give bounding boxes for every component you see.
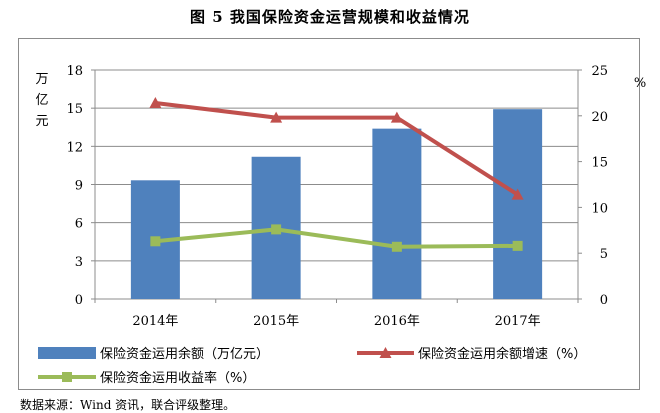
source-note: 数据来源：Wind 资讯，联合评级整理。 [20,398,236,412]
right-tick-label: 5 [600,247,608,262]
left-tick-label: 9 [75,179,83,194]
left-tick-label: 3 [75,255,83,270]
legend-swatch-growth-marker [379,347,392,358]
right-tick-label: 15 [591,156,608,171]
legend-swatch-yield-marker [62,372,72,382]
yield-series-marker [512,240,523,251]
growth-series-marker [149,96,162,108]
left-axis-label-char: 元 [35,114,48,129]
x-tick-label: 2014年 [132,314,178,329]
right-tick-label: 10 [591,201,608,216]
growth-series-marker [270,111,283,123]
left-tick-label: 18 [66,64,83,79]
left-tick-label: 0 [75,293,83,308]
bar-balance [372,128,422,299]
legend-label-balance: 保险资金运用余额（万亿元） [100,346,269,362]
growth-series-marker [511,188,524,200]
growth-series-marker [390,111,403,123]
left-tick-label: 15 [66,102,83,117]
legend-swatch-balance [38,347,96,359]
left-tick-label: 6 [75,217,83,232]
right-tick-label: 25 [591,64,608,79]
right-tick-label: 0 [600,293,608,308]
left-tick-label: 12 [66,140,83,155]
yield-series-marker [391,241,402,252]
chart-frame [18,38,640,390]
left-axis-label-char: 亿 [35,93,48,108]
right-axis-label: % [634,76,646,91]
legend-label-growth: 保险资金运用余额增速（%） [418,346,586,362]
right-tick-label: 20 [591,110,608,125]
yield-series-line [155,227,518,249]
chart-title: 图 5 我国保险资金运营规模和收益情况 [190,8,470,26]
growth-series-line [155,100,519,197]
bar-balance [493,109,543,299]
x-tick-label: 2015年 [253,314,299,329]
legend-label-yield: 保险资金运用收益率（%） [100,370,255,386]
x-tick-label: 2017年 [495,314,541,329]
x-tick-label: 2016年 [374,314,420,329]
yield-series-marker [150,236,161,247]
yield-series-marker [271,224,282,235]
left-axis-label-char: 万 [35,72,48,87]
